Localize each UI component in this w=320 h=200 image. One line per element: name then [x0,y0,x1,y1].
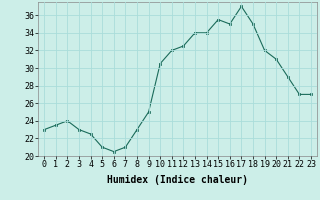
X-axis label: Humidex (Indice chaleur): Humidex (Indice chaleur) [107,175,248,185]
